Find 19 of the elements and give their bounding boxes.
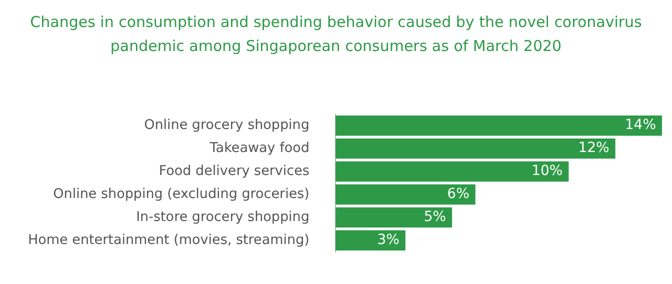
chart-title: Changes in consumption and spending behavior caused by the novel coronavirus pandemic among Singaporean consumers as of March 2020 (29, 12, 643, 57)
y-tick-label: Online grocery shopping (144, 117, 310, 134)
data-label: 3% (377, 232, 400, 248)
bar (335, 230, 406, 251)
bar (335, 207, 452, 228)
data-label: 12% (578, 140, 610, 156)
y-tick-label: Home entertainment (movies, streaming) (28, 232, 310, 248)
bar (335, 184, 476, 205)
y-tick-label: Takeaway food (208, 140, 310, 156)
data-label: 5% (424, 209, 446, 226)
data-label: 10% (532, 163, 563, 180)
bar (335, 138, 616, 159)
data-label: 14% (624, 117, 656, 134)
bar (335, 115, 662, 136)
y-tick-label: Food delivery services (158, 163, 310, 180)
bar (335, 161, 569, 182)
y-tick-label: Online shopping (excluding groceries) (53, 186, 310, 202)
data-label: 6% (447, 186, 470, 202)
y-tick-label: In-store grocery shopping (136, 208, 310, 225)
